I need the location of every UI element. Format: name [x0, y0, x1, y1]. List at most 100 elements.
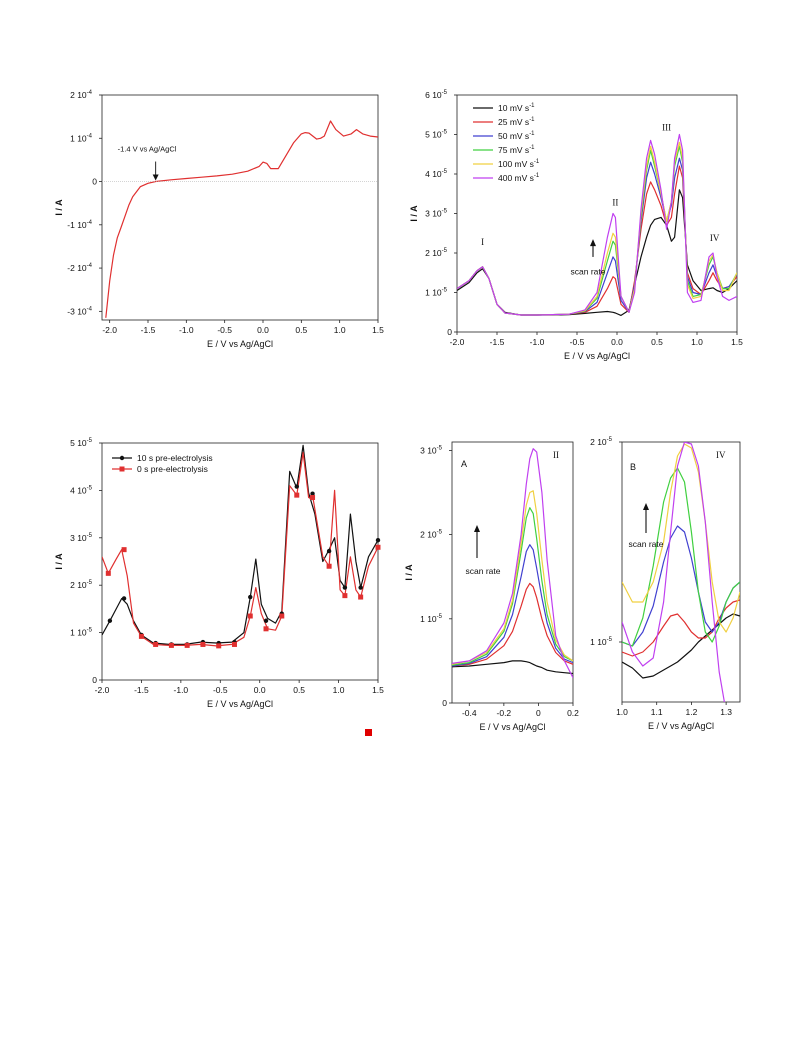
cv-peak-label: III [662, 123, 671, 133]
cv-scan-rate-arrow-head [590, 239, 596, 247]
zoom_A-series-line-3 [452, 507, 573, 666]
cv_rates-x-tick-label: -1.0 [530, 337, 545, 347]
zoom_B-x-tick-label: 1.3 [720, 707, 732, 717]
zoom_B-y-tick-label: 2 10-5 [590, 437, 613, 447]
pre_electrolysis-x-tick-label: -2.0 [95, 685, 110, 695]
zoom-a-chart: -0.4 -0.2 0 0.2 3 10-5 2 10-5 1 10-5 0 E / V vs … [405, 441, 579, 732]
lsv-x-tick-label: -1.0 [179, 325, 194, 335]
cv-legend-label: 75 mV s-1 [498, 145, 535, 155]
pre-electrolysis-chart: -2.0 -1.5 -1.0 -0.5 0.0 0.5 1.0 1.5 5 10-5 4 10-5… [54, 438, 384, 709]
pre-marker-red [326, 563, 332, 569]
pre-marker-red [105, 570, 111, 576]
zoom_A-plot-frame [451, 441, 574, 704]
zoom_B-plot-frame [621, 441, 741, 703]
pre-legend-marker [119, 466, 125, 472]
pre-marker-red [310, 495, 316, 501]
cv_rates-series-group [457, 133, 737, 316]
pre_electrolysis-x-tick-label: 1.0 [333, 685, 345, 695]
pre_electrolysis-x-tick-label: -0.5 [213, 685, 228, 695]
lsv-x-tick-label: -1.5 [141, 325, 156, 335]
lsv-annotation-arrow-head [152, 174, 159, 181]
zoom_B-y-tick-label: 1 10-5 [590, 637, 613, 647]
cv_rates-x-tick-label: 1.0 [691, 337, 703, 347]
pre_electrolysis-x-tick-label: 0.0 [254, 685, 266, 695]
pre_electrolysis-plot-frame [101, 442, 379, 681]
cv_rates-series-line-5 [457, 133, 737, 316]
pre-marker-black [358, 585, 363, 590]
lsv-x-tick-label: -2.0 [102, 325, 117, 335]
pre-legend-label: 0 s pre-electrolysis [137, 464, 208, 474]
zoom_A-x-tick-label: 0 [536, 708, 541, 718]
pre_electrolysis-y-tick-label: 0 [92, 675, 97, 685]
pre-marker-red [216, 643, 222, 649]
zoom_B-series-line-3 [622, 467, 740, 647]
cv_rates-x-axis-label: E / V vs Ag/AgCl [564, 351, 630, 361]
lsv-y-tick-label: 2 10-4 [70, 90, 93, 100]
zoom_A-x-axis-label: E / V vs Ag/AgCl [479, 722, 545, 732]
pre_electrolysis-y-tick-label: 2 10-5 [70, 580, 93, 590]
cv_rates-y-tick-label: 3 10-5 [425, 209, 448, 219]
zoom_B-x-tick-label: 1.2 [685, 707, 697, 717]
zoom_A-x-tick-label: -0.2 [497, 708, 512, 718]
zoom_A-y-tick-label: 2 10-5 [420, 530, 443, 540]
cv_rates-y-tick-label: 2 10-5 [425, 248, 448, 258]
lsv-chart: -2.0 -1.5 -1.0 -0.5 0.0 0.5 1.0 1.5 2 10-4 1 10-4… [54, 90, 384, 349]
lsv-y-tick-label: -3 10-4 [67, 306, 92, 316]
zoom_A-series-line-0 [452, 660, 573, 675]
pre-marker-red [294, 492, 300, 498]
lsv-y-axis-label: I / A [54, 199, 64, 216]
cv_rates-x-tick-label: -2.0 [450, 337, 465, 347]
cv_rates-x-tick-label: 0.5 [651, 337, 663, 347]
pre-marker-red [138, 633, 144, 639]
zoom-a-scan-rate-arrow-head [474, 525, 480, 532]
pre_electrolysis-y-tick-label: 1 10-5 [70, 628, 93, 638]
pre-marker-black [263, 618, 269, 623]
zoom_A-x-tick-label: -0.4 [462, 708, 477, 718]
pre-marker-black [310, 491, 315, 496]
pre_electrolysis-y-axis-label: I / A [54, 553, 64, 570]
pre-marker-black [121, 596, 127, 601]
zoom-a-panel-letter: A [461, 459, 467, 469]
zoom_A-series-line-4 [452, 490, 573, 665]
pre_electrolysis-y-tick-label: 5 10-5 [70, 438, 93, 448]
zoom_B-series-line-0 [622, 613, 740, 679]
cv-scan-rate-chart: -2.0 -1.5 -1.0 -0.5 0.0 0.5 1.0 1.5 6 10-5 5 10-5… [409, 90, 743, 361]
zoom_B-x-axis-label: E / V vs Ag/AgCl [648, 721, 714, 731]
zoom_A-series-group [452, 448, 573, 678]
pre-marker-red [121, 547, 127, 553]
cv_rates-y-tick-label: 6 10-5 [425, 90, 448, 100]
pre-marker-red [200, 641, 206, 647]
zoom_B-x-tick-label: 1.0 [616, 707, 628, 717]
zoom_B-series-group [622, 442, 740, 702]
cv_rates-x-tick-label: -0.5 [570, 337, 585, 347]
lsv-x-tick-label: 0.5 [295, 325, 307, 335]
zoom_A-y-tick-label: 1 10-5 [420, 614, 443, 624]
zoom-a-scan-rate-label: scan rate [466, 566, 501, 576]
pre_electrolysis-series-group [102, 444, 378, 647]
pre_electrolysis-series-line-0 [102, 444, 378, 645]
lsv-y-tick-label: 1 10-4 [70, 133, 93, 143]
pre_electrolysis-y-tick-label: 3 10-5 [70, 533, 93, 543]
pre_electrolysis-x-tick-label: -1.5 [134, 685, 149, 695]
lsv-x-tick-label: 1.5 [372, 325, 384, 335]
zoom-b-chart: 1.0 1.1 1.2 1.3 2 10-5 1 10-5 E / V vs Ag/AgCl… [590, 437, 741, 731]
lsv-annotation-label: -1.4 V vs Ag/AgCl [118, 145, 177, 154]
stray-red-square [365, 729, 372, 736]
pre-marker-red [168, 642, 174, 648]
cv_rates-y-tick-label: 0 [447, 327, 452, 337]
cv_rates-x-tick-label: 0.0 [611, 337, 623, 347]
pre-marker-black [342, 585, 348, 590]
cv-legend-label: 400 mV s-1 [498, 173, 540, 183]
pre-marker-black [326, 548, 332, 554]
zoom_B-series-line-5 [622, 442, 725, 702]
cv-peak-label: II [612, 198, 618, 208]
pre-marker-red [375, 544, 381, 550]
pre_electrolysis-x-tick-label: 0.5 [293, 685, 305, 695]
pre-marker-red [342, 593, 348, 599]
zoom_A-y-tick-label: 3 10-5 [420, 445, 443, 455]
pre-marker-red [153, 641, 159, 647]
zoom_A-y-tick-label: 0 [442, 698, 447, 708]
zoom_A-series-line-2 [452, 544, 573, 667]
cv-peak-label: IV [710, 233, 720, 243]
cv-legend-label: 10 mV s-1 [498, 103, 535, 113]
